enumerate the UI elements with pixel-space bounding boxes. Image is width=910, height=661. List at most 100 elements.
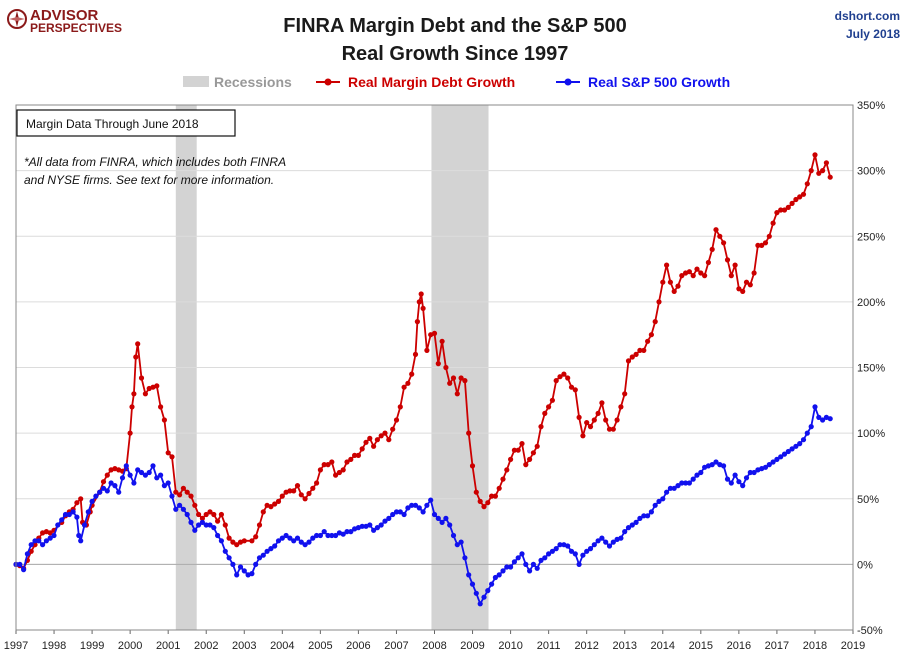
data-point-sp500 [466, 572, 472, 578]
annotation-box: Margin Data Through June 2018 [16, 109, 236, 137]
data-point-margin-debt [329, 459, 335, 465]
data-point-margin-debt [291, 488, 297, 494]
data-point-margin-debt [302, 496, 308, 502]
data-point-margin-debt [142, 391, 148, 397]
annotation-box-frame [16, 109, 236, 137]
data-point-sp500 [549, 548, 556, 554]
data-point-margin-debt [340, 467, 346, 473]
data-point-sp500 [405, 505, 411, 511]
data-point-sp500 [431, 511, 438, 518]
data-point-margin-debt [199, 515, 205, 522]
legend-margin-label: Real Margin Debt Growth [348, 74, 515, 90]
data-point-sp500 [28, 542, 34, 548]
data-point-margin-debt [637, 347, 643, 353]
data-point-sp500 [78, 538, 84, 544]
data-point-margin-debt [131, 391, 137, 397]
data-point-sp500 [70, 509, 76, 515]
series-line-sp500 [16, 405, 831, 605]
data-point-margin-debt [546, 404, 552, 410]
data-point-sp500 [694, 472, 700, 478]
data-point-margin-debt [138, 375, 145, 381]
data-point-margin-debt [378, 433, 384, 439]
x-tick-label: 2009 [460, 640, 484, 652]
data-point-margin-debt [717, 233, 723, 239]
data-point-margin-debt [279, 493, 285, 499]
data-point-margin-debt [671, 288, 677, 294]
data-point-sp500 [709, 462, 715, 468]
data-point-sp500 [508, 564, 514, 570]
data-point-margin-debt [268, 504, 274, 510]
data-point-margin-debt [104, 472, 110, 478]
data-point-margin-debt [333, 472, 339, 478]
data-point-margin-debt [401, 384, 407, 390]
data-point-margin-debt [127, 430, 133, 436]
data-point-sp500 [519, 551, 525, 557]
data-point-sp500 [74, 514, 80, 520]
data-point-sp500 [43, 538, 50, 544]
data-point-sp500 [138, 469, 145, 476]
data-point-sp500 [36, 538, 42, 544]
data-point-margin-debt [690, 273, 696, 279]
data-point-margin-debt [321, 462, 327, 468]
data-point-sp500 [645, 513, 651, 519]
data-point-margin-debt [793, 196, 799, 203]
data-point-sp500 [382, 518, 388, 524]
data-point-sp500 [447, 522, 453, 528]
data-point-margin-debt [359, 446, 365, 452]
data-point-margin-debt [587, 424, 594, 430]
data-point-margin-debt [652, 319, 658, 325]
data-point-margin-debt [169, 454, 175, 460]
data-point-margin-debt [785, 204, 791, 210]
data-point-margin-debt [622, 391, 628, 397]
data-point-sp500 [667, 485, 674, 491]
data-point-margin-debt [580, 433, 586, 439]
data-point-margin-debt [450, 375, 457, 381]
data-point-sp500 [142, 472, 148, 478]
data-point-sp500 [736, 479, 742, 485]
data-point-sp500 [154, 475, 160, 481]
data-point-margin-debt [469, 463, 476, 469]
data-point-sp500 [390, 511, 396, 518]
data-point-margin-debt [732, 262, 738, 268]
data-point-sp500 [523, 561, 529, 568]
x-tick-label: 2003 [232, 640, 256, 652]
data-point-sp500 [511, 559, 517, 565]
data-point-margin-debt [241, 538, 247, 544]
data-point-sp500 [294, 535, 301, 541]
data-point-margin-debt [230, 539, 236, 545]
legend-sp500-marker [564, 78, 572, 86]
data-point-sp500 [207, 522, 213, 528]
data-point-sp500 [196, 522, 202, 528]
data-point-sp500 [568, 548, 575, 554]
data-point-sp500 [158, 472, 164, 478]
data-point-sp500 [633, 519, 639, 526]
data-point-sp500 [800, 437, 807, 443]
data-point-margin-debt [184, 489, 190, 495]
data-point-sp500 [557, 542, 563, 548]
data-point-sp500 [648, 509, 655, 515]
data-point-margin-debt [489, 493, 495, 499]
data-point-sp500 [629, 522, 635, 528]
data-point-sp500 [234, 572, 240, 578]
data-point-margin-debt [755, 242, 761, 248]
data-point-margin-debt [656, 299, 662, 305]
data-point-sp500 [664, 489, 670, 495]
data-point-sp500 [211, 525, 217, 531]
data-point-sp500 [161, 483, 167, 489]
data-point-margin-debt [192, 502, 198, 508]
data-point-margin-debt [161, 417, 167, 423]
data-point-sp500 [131, 480, 137, 486]
data-point-sp500 [781, 451, 788, 457]
data-point-sp500 [76, 532, 82, 539]
x-tick-label: 2001 [156, 640, 180, 652]
y-tick-label: 100% [857, 428, 885, 440]
data-point-margin-debt [667, 279, 674, 285]
data-point-margin-debt [565, 375, 571, 381]
x-tick-label: 2007 [384, 640, 408, 652]
data-point-sp500 [81, 522, 88, 528]
data-point-margin-debt [154, 383, 160, 389]
y-tick-label: 250% [857, 231, 885, 243]
data-point-sp500 [656, 498, 662, 504]
data-point-sp500 [100, 485, 107, 491]
